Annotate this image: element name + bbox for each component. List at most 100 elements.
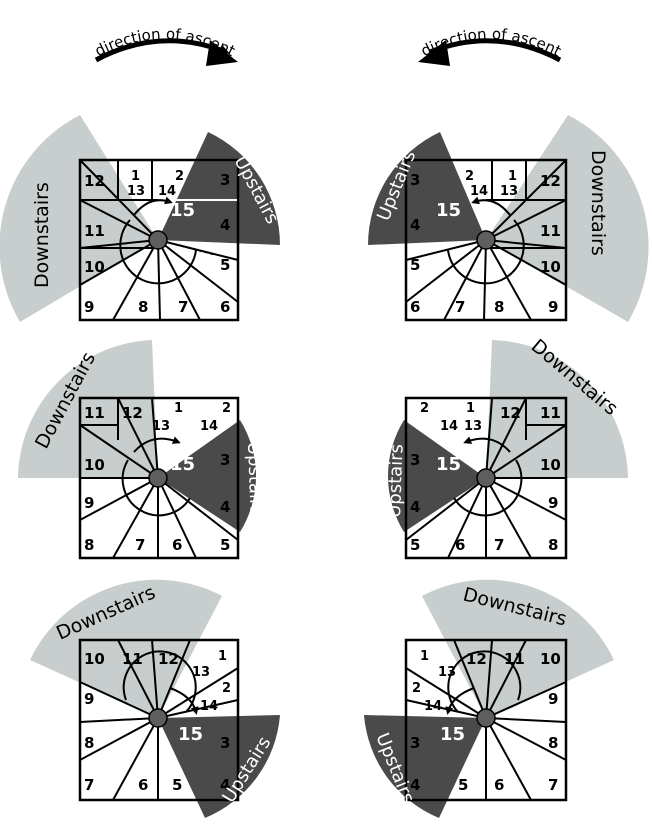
svg-text:5: 5 bbox=[220, 256, 230, 274]
svg-text:5: 5 bbox=[410, 536, 420, 554]
svg-text:5: 5 bbox=[410, 256, 420, 274]
svg-text:7: 7 bbox=[548, 776, 558, 794]
svg-text:6: 6 bbox=[172, 536, 182, 554]
svg-text:5: 5 bbox=[220, 536, 230, 554]
arrowhead-icon bbox=[418, 40, 450, 66]
svg-text:11: 11 bbox=[84, 404, 105, 422]
center-post bbox=[148, 230, 168, 250]
center-post bbox=[148, 468, 168, 488]
svg-text:6: 6 bbox=[455, 536, 465, 554]
svg-text:10: 10 bbox=[540, 258, 561, 276]
diagram-middle-right: 11 12 1 13 2 14 10 3 15 9 4 8 7 6 5 Down… bbox=[384, 335, 628, 560]
svg-text:9: 9 bbox=[84, 298, 94, 316]
svg-text:1: 1 bbox=[131, 169, 140, 184]
svg-text:4: 4 bbox=[410, 216, 420, 234]
upstairs-sector bbox=[158, 420, 256, 532]
downstairs-sector bbox=[422, 579, 614, 718]
svg-text:8: 8 bbox=[84, 536, 94, 554]
svg-text:14: 14 bbox=[424, 699, 442, 714]
diagram-top-right: 12 1 13 2 14 3 15 4 11 10 5 9 8 7 6 Down… bbox=[368, 115, 649, 322]
svg-text:10: 10 bbox=[540, 456, 561, 474]
svg-text:2: 2 bbox=[465, 169, 474, 184]
svg-text:3: 3 bbox=[220, 451, 230, 469]
downstairs-sector bbox=[18, 340, 158, 478]
downstairs-sector bbox=[486, 115, 649, 322]
svg-text:7: 7 bbox=[84, 776, 94, 794]
svg-text:12: 12 bbox=[158, 650, 179, 668]
svg-text:2: 2 bbox=[222, 681, 231, 696]
svg-text:11: 11 bbox=[122, 650, 143, 668]
svg-text:8: 8 bbox=[494, 298, 504, 316]
downstairs-sector bbox=[30, 579, 222, 718]
svg-text:14: 14 bbox=[200, 699, 218, 714]
svg-text:7: 7 bbox=[494, 536, 504, 554]
center-post bbox=[476, 708, 496, 728]
center-post bbox=[148, 708, 168, 728]
diagram-bottom-left: 10 11 12 1 13 2 14 9 15 3 8 7 6 5 4 Down… bbox=[30, 579, 280, 818]
svg-text:14: 14 bbox=[470, 184, 488, 199]
svg-text:10: 10 bbox=[84, 456, 105, 474]
svg-text:11: 11 bbox=[84, 222, 105, 240]
svg-text:3: 3 bbox=[410, 171, 420, 189]
svg-text:12: 12 bbox=[122, 404, 143, 422]
svg-text:13: 13 bbox=[192, 665, 210, 680]
ascent-arrow-icon bbox=[133, 196, 173, 216]
svg-text:15: 15 bbox=[436, 454, 461, 475]
svg-text:12: 12 bbox=[500, 404, 521, 422]
svg-text:6: 6 bbox=[220, 298, 230, 316]
upstairs-sector bbox=[388, 420, 486, 532]
svg-text:10: 10 bbox=[84, 258, 105, 276]
svg-text:8: 8 bbox=[548, 734, 558, 752]
svg-text:2: 2 bbox=[222, 401, 231, 416]
svg-text:7: 7 bbox=[455, 298, 465, 316]
svg-text:12: 12 bbox=[466, 650, 487, 668]
downstairs-sector bbox=[486, 340, 628, 478]
svg-text:11: 11 bbox=[540, 222, 561, 240]
svg-text:13: 13 bbox=[464, 419, 482, 434]
svg-text:9: 9 bbox=[548, 690, 558, 708]
svg-text:5: 5 bbox=[458, 776, 468, 794]
ascent-arrow-icon bbox=[471, 196, 511, 216]
upstairs-sector bbox=[368, 132, 486, 245]
svg-text:15: 15 bbox=[436, 200, 461, 221]
svg-text:4: 4 bbox=[410, 498, 420, 516]
svg-text:4: 4 bbox=[220, 776, 230, 794]
header-right: direction of ascent bbox=[418, 25, 564, 66]
downstairs-label: Downstairs bbox=[587, 150, 609, 256]
svg-text:1: 1 bbox=[174, 401, 183, 416]
diagram-top-left: 12 1 13 2 14 3 15 4 11 10 5 9 8 7 6 Down… bbox=[0, 115, 283, 322]
svg-text:8: 8 bbox=[138, 298, 148, 316]
svg-text:12: 12 bbox=[540, 172, 561, 190]
upstairs-sector bbox=[364, 715, 486, 818]
svg-text:13: 13 bbox=[152, 419, 170, 434]
ascent-arrow-icon bbox=[445, 687, 475, 715]
svg-text:6: 6 bbox=[494, 776, 504, 794]
svg-text:15: 15 bbox=[170, 454, 195, 475]
svg-text:4: 4 bbox=[220, 216, 230, 234]
svg-text:3: 3 bbox=[410, 734, 420, 752]
svg-text:3: 3 bbox=[220, 734, 230, 752]
svg-text:2: 2 bbox=[420, 401, 429, 416]
svg-text:13: 13 bbox=[127, 184, 145, 199]
ascent-arrow-icon bbox=[133, 436, 181, 453]
svg-text:13: 13 bbox=[500, 184, 518, 199]
center-post bbox=[476, 468, 496, 488]
svg-text:15: 15 bbox=[440, 724, 465, 745]
svg-text:8: 8 bbox=[548, 536, 558, 554]
upstairs-sector bbox=[158, 132, 280, 245]
svg-text:15: 15 bbox=[178, 724, 203, 745]
svg-text:4: 4 bbox=[220, 498, 230, 516]
svg-text:1: 1 bbox=[218, 649, 227, 664]
svg-text:1: 1 bbox=[466, 401, 475, 416]
upstairs-label: Upstairs bbox=[243, 441, 267, 516]
diagram-middle-left: 11 12 1 13 2 14 10 3 15 9 4 8 7 6 5 Down… bbox=[18, 340, 267, 560]
header-left: direction of ascent bbox=[92, 25, 238, 66]
svg-text:10: 10 bbox=[84, 650, 105, 668]
svg-text:8: 8 bbox=[84, 734, 94, 752]
svg-text:12: 12 bbox=[84, 172, 105, 190]
svg-text:3: 3 bbox=[410, 451, 420, 469]
svg-text:10: 10 bbox=[540, 650, 561, 668]
diagram-bottom-right: 10 11 12 1 13 2 14 9 15 3 8 7 6 5 4 Down… bbox=[364, 579, 614, 818]
svg-text:9: 9 bbox=[84, 690, 94, 708]
